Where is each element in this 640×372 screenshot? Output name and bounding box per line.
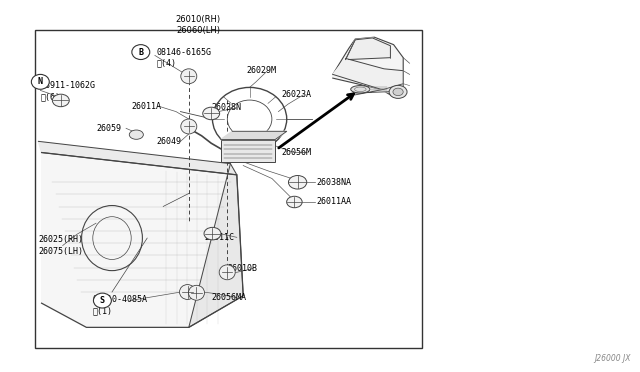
Text: 08310-4085A
　(1): 08310-4085A (1)	[93, 295, 148, 315]
Polygon shape	[355, 84, 403, 95]
Polygon shape	[346, 38, 390, 60]
Text: 08146-6165G
　(4): 08146-6165G (4)	[157, 48, 212, 68]
Text: J26000 JX: J26000 JX	[594, 354, 630, 363]
Ellipse shape	[132, 45, 150, 60]
Bar	[35, 30, 422, 348]
Text: 26011A: 26011A	[131, 102, 161, 110]
Polygon shape	[333, 37, 403, 97]
Ellipse shape	[179, 285, 196, 299]
Text: 26056M: 26056M	[282, 148, 312, 157]
Text: 26023A: 26023A	[282, 90, 312, 99]
Text: 26038NA: 26038NA	[317, 178, 352, 187]
Ellipse shape	[287, 196, 302, 208]
Text: S: S	[100, 296, 105, 305]
Polygon shape	[221, 131, 287, 140]
Text: 26029M: 26029M	[246, 66, 276, 75]
Polygon shape	[189, 164, 243, 327]
Polygon shape	[333, 58, 403, 89]
Text: 26049: 26049	[157, 137, 182, 146]
Text: 08911-1062G
　(6): 08911-1062G (6)	[40, 81, 95, 101]
Text: N: N	[38, 77, 43, 86]
Ellipse shape	[188, 285, 205, 300]
Ellipse shape	[52, 94, 69, 107]
Ellipse shape	[180, 119, 197, 134]
Text: B: B	[138, 48, 143, 57]
Ellipse shape	[129, 130, 143, 140]
Text: 26056MA: 26056MA	[211, 293, 246, 302]
Ellipse shape	[203, 107, 220, 120]
Text: 26059: 26059	[96, 124, 121, 133]
Text: 26025(RH)
26075(LH): 26025(RH) 26075(LH)	[38, 235, 83, 256]
Polygon shape	[38, 141, 237, 175]
Text: 26038N: 26038N	[211, 103, 241, 112]
Text: 26010(RH)
26060(LH): 26010(RH) 26060(LH)	[176, 15, 221, 35]
Ellipse shape	[180, 69, 197, 84]
Polygon shape	[42, 153, 243, 327]
Text: 26011C: 26011C	[205, 233, 235, 242]
Ellipse shape	[389, 86, 407, 98]
Ellipse shape	[351, 86, 370, 93]
Text: 26010B: 26010B	[227, 264, 257, 273]
Ellipse shape	[31, 74, 49, 89]
Ellipse shape	[289, 176, 307, 189]
Ellipse shape	[393, 88, 403, 96]
Bar	[221, 140, 275, 162]
Ellipse shape	[93, 293, 111, 308]
Ellipse shape	[219, 265, 236, 280]
Ellipse shape	[204, 227, 221, 240]
Text: 26011AA: 26011AA	[317, 198, 352, 206]
